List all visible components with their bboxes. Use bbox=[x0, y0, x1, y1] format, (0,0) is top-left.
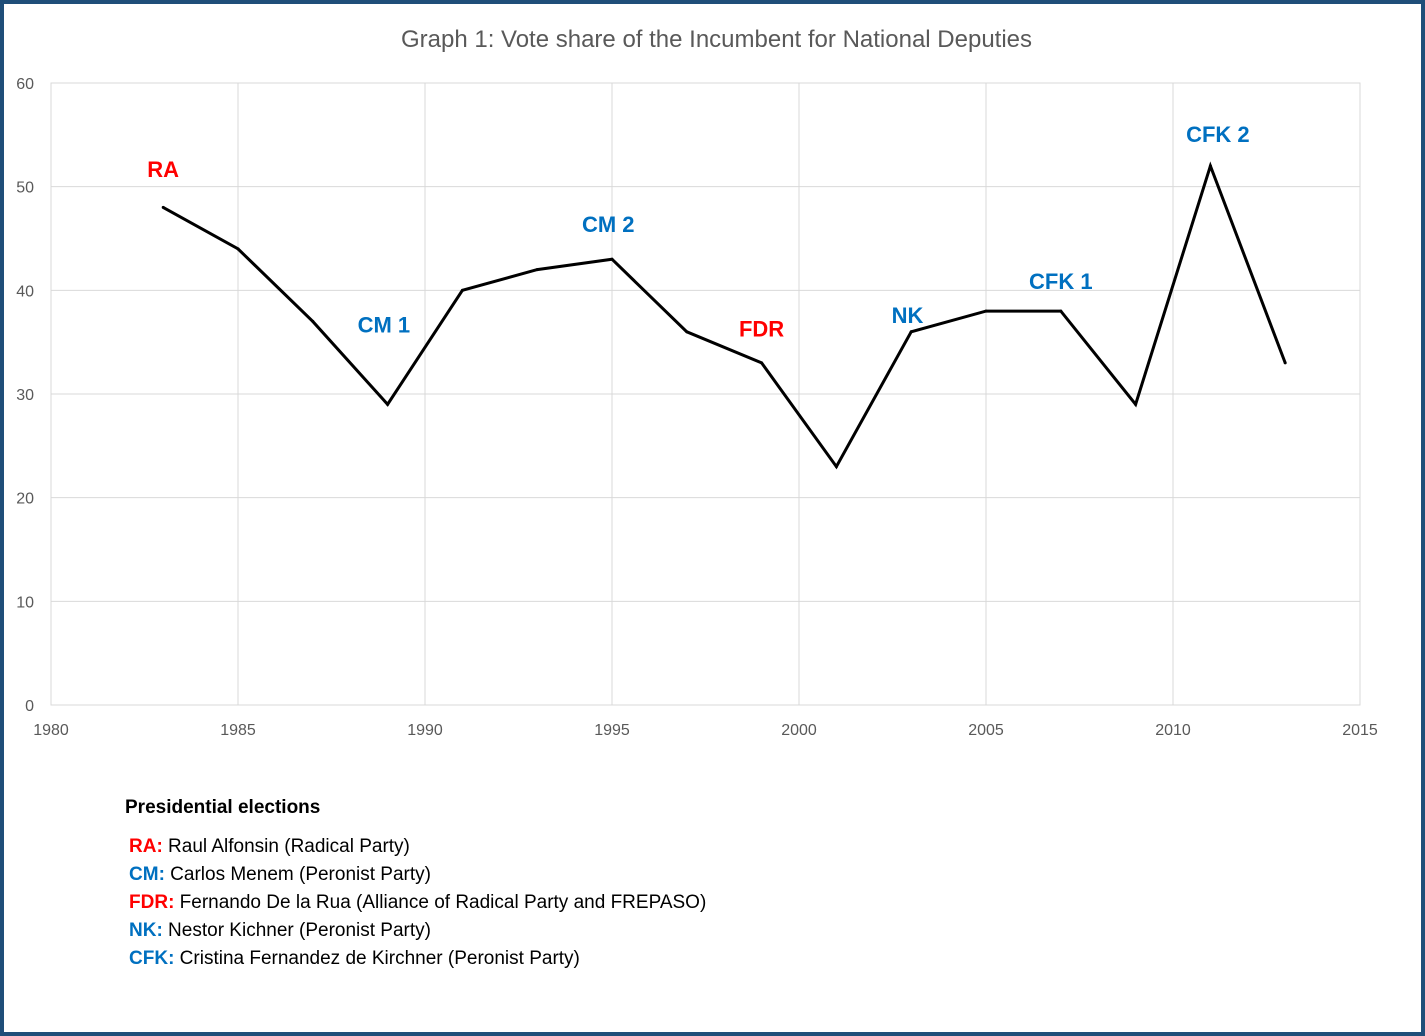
series-line bbox=[162, 161, 1287, 470]
legend-sep: : bbox=[156, 836, 163, 857]
data-point bbox=[1208, 164, 1212, 168]
data-point bbox=[984, 309, 988, 313]
line-chart: 0 10 20 30 40 50 60 1980 1985 1990 1995 2000 2005 201… bbox=[16, 76, 1378, 739]
y-tick-label: 10 bbox=[16, 594, 34, 611]
legend-sep: : bbox=[168, 948, 175, 969]
x-tick-label: 1995 bbox=[594, 722, 630, 739]
data-point bbox=[610, 257, 614, 261]
legend-item-ra: RA: Raul Alfonsin (Radical Party) bbox=[129, 833, 706, 861]
legend-abbr: CFK bbox=[129, 948, 169, 969]
legend-item-cfk: CFK: Cristina Fernandez de Kirchner (Per… bbox=[129, 945, 706, 973]
data-point bbox=[535, 268, 539, 272]
data-point bbox=[834, 465, 838, 469]
legend-text: Nestor Kichner (Peronist Party) bbox=[162, 920, 431, 941]
data-point bbox=[460, 288, 464, 292]
chart-title: Graph 1: Vote share of the Incumbent for… bbox=[400, 26, 1033, 53]
data-point bbox=[1059, 309, 1063, 313]
legend-abbr: CM bbox=[129, 864, 159, 885]
legend-text: Carlos Menem (Peronist Party) bbox=[164, 864, 431, 885]
annotation-label: FDR bbox=[739, 317, 784, 342]
legend-item-cm: CM: Carlos Menem (Peronist Party) bbox=[129, 861, 706, 889]
data-point bbox=[311, 319, 315, 323]
legend-abbr: RA bbox=[129, 836, 157, 857]
data-point bbox=[386, 402, 390, 406]
x-tick-label: 1980 bbox=[33, 722, 69, 739]
legend-sep: : bbox=[168, 892, 175, 913]
legend-title: Presidential elections bbox=[125, 797, 321, 818]
data-point bbox=[909, 330, 913, 334]
x-tick-label: 1990 bbox=[407, 722, 443, 739]
y-tick-label: 60 bbox=[16, 76, 34, 93]
legend-abbr: FDR bbox=[129, 892, 169, 913]
x-tick-label: 1985 bbox=[220, 722, 256, 739]
legend-text: Raul Alfonsin (Radical Party) bbox=[162, 836, 410, 857]
legend: Presidential elections RA: Raul Alfonsin… bbox=[125, 797, 706, 973]
annotation-label: CFK 2 bbox=[1186, 122, 1250, 147]
x-tick-label: 2000 bbox=[781, 722, 817, 739]
legend-text: Fernando De la Rua (Alliance of Radical … bbox=[174, 892, 707, 913]
data-point bbox=[161, 205, 165, 209]
legend-sep: : bbox=[158, 864, 165, 885]
annotation-label: CM 2 bbox=[582, 212, 635, 237]
y-tick-label: 20 bbox=[16, 491, 34, 508]
data-point bbox=[760, 361, 764, 365]
legend-text: Cristina Fernandez de Kirchner (Peronist… bbox=[174, 948, 580, 969]
y-tick-label: 40 bbox=[16, 283, 34, 300]
data-point bbox=[685, 330, 689, 334]
legend-item-fdr: FDR: Fernando De la Rua (Alliance of Rad… bbox=[129, 889, 706, 917]
legend-abbr: NK bbox=[129, 920, 157, 941]
x-tick-label: 2015 bbox=[1342, 722, 1378, 739]
annotation-label: CM 1 bbox=[358, 313, 411, 338]
legend-sep: : bbox=[156, 920, 163, 941]
annotation-label: RA bbox=[147, 157, 179, 182]
annotation-label: NK bbox=[892, 303, 924, 328]
x-tick-label: 2010 bbox=[1155, 722, 1191, 739]
data-point bbox=[1134, 402, 1138, 406]
x-tick-label: 2005 bbox=[968, 722, 1004, 739]
y-tick-label: 30 bbox=[16, 387, 34, 404]
y-tick-label: 50 bbox=[16, 180, 34, 197]
y-tick-label: 0 bbox=[25, 698, 34, 715]
data-point bbox=[236, 247, 240, 251]
plot-area bbox=[50, 82, 1361, 706]
legend-item-nk: NK: Nestor Kichner (Peronist Party) bbox=[129, 917, 706, 945]
data-point bbox=[1283, 361, 1287, 365]
annotation-label: CFK 1 bbox=[1029, 269, 1093, 294]
